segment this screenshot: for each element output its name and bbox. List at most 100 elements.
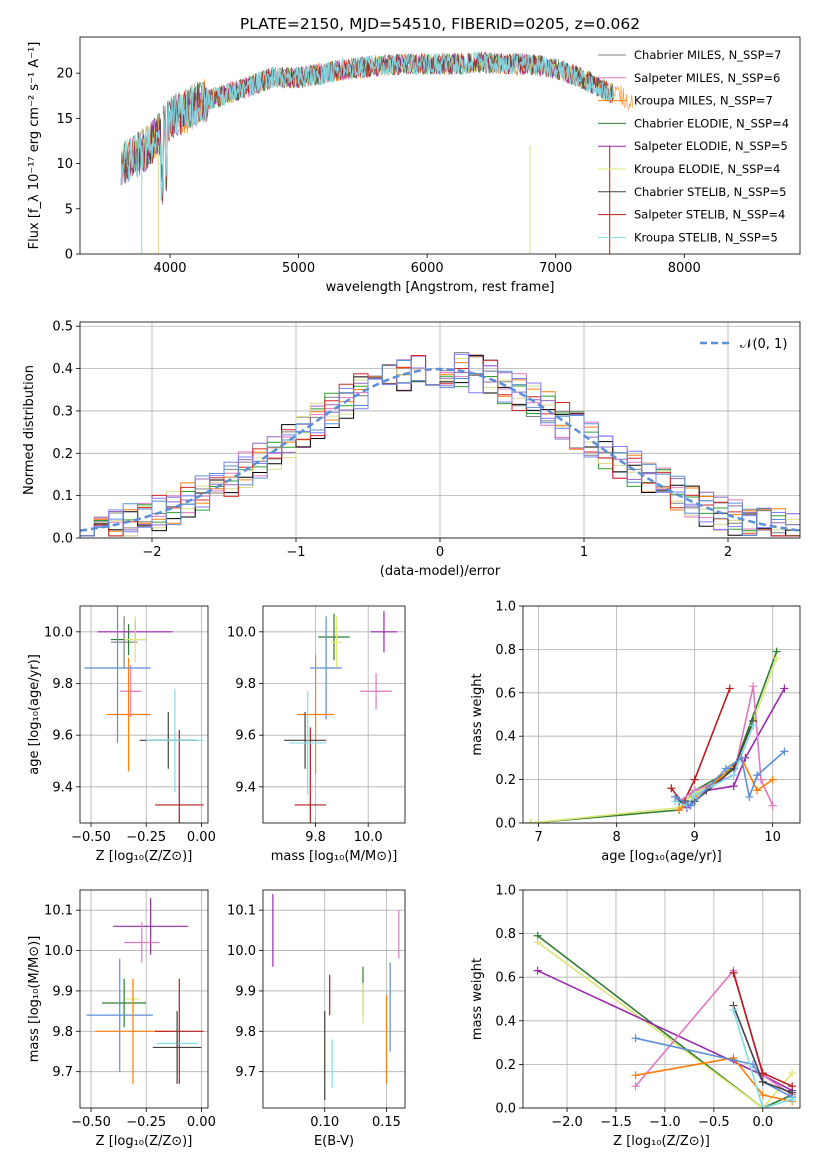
y-tick-label: 10.0 xyxy=(44,944,73,959)
plot-area xyxy=(84,606,204,823)
series-marker xyxy=(768,775,777,784)
series-line xyxy=(530,651,778,823)
plot-area xyxy=(80,352,800,537)
normal-curve xyxy=(80,367,800,532)
axes-frame xyxy=(522,605,801,824)
x-tick-label: 4000 xyxy=(153,261,186,276)
y-axis-label: Flux [f_λ 10⁻¹⁷ erg cm⁻² s⁻¹ A⁻¹] xyxy=(27,42,42,250)
series-marker xyxy=(768,801,777,810)
x-axis-label: Z [log₁₀(Z/Z⊙)] xyxy=(96,1134,193,1149)
x-axis-label: age [log₁₀(age/yr)] xyxy=(601,849,722,864)
series-marker xyxy=(729,782,738,791)
panel-spectrum: 4000 5000 6000 7000 8000 0 5 10 15 20 wavelength [… xyxy=(27,36,801,295)
y-tick-label: 15 xyxy=(56,112,73,127)
error-bar-point xyxy=(146,688,204,792)
x-tick-label: 10 xyxy=(764,830,781,845)
error-bar-point xyxy=(119,665,142,718)
x-tick-label: −0.5 xyxy=(698,1115,730,1130)
series-marker xyxy=(631,1071,640,1080)
legend-entry: Salpeter MILES, N_SSP=6 xyxy=(634,71,780,85)
error-bar-point xyxy=(84,606,151,743)
series-marker xyxy=(753,786,762,795)
y-tick-label: 5 xyxy=(65,202,73,217)
x-axis-label: E(B-V) xyxy=(314,1134,354,1149)
plot-area xyxy=(284,611,398,823)
y-tick-label: 10.0 xyxy=(227,944,256,959)
weight-series xyxy=(671,747,789,810)
histogram-series xyxy=(80,360,800,537)
y-tick-label: 0.2 xyxy=(495,1058,516,1073)
x-tick-label: 8000 xyxy=(668,261,701,276)
series-marker xyxy=(745,792,754,801)
legend-entry: Chabrier ELODIE, N_SSP=4 xyxy=(634,116,789,130)
y-tick-label: 10.1 xyxy=(227,904,256,919)
plot-area xyxy=(86,898,204,1084)
series-marker xyxy=(788,1069,797,1078)
error-bar-point xyxy=(86,958,153,1072)
axes-frame xyxy=(262,605,406,824)
x-tick-label: 5000 xyxy=(282,261,315,276)
x-tick-label: 9 xyxy=(691,830,699,845)
y-tick-label: 0.6 xyxy=(495,686,516,701)
series-marker xyxy=(772,654,781,663)
x-tick-label: −1.0 xyxy=(649,1115,681,1130)
x-tick-label: 2 xyxy=(724,545,732,560)
y-tick-label: 0.0 xyxy=(52,532,73,547)
legend-entry: Kroupa STELIB, N_SSP=5 xyxy=(634,230,778,244)
x-axis-label: mass [log₁₀(M/M⊙)] xyxy=(271,849,398,864)
series-marker xyxy=(780,684,789,693)
y-tick-label: 0 xyxy=(65,248,73,263)
error-bar-point xyxy=(155,730,204,823)
legend-entry: Salpeter STELIB, N_SSP=4 xyxy=(634,208,785,222)
error-bar-point xyxy=(113,898,189,955)
y-tick-label: 9.8 xyxy=(235,1025,256,1040)
y-tick-label: 9.7 xyxy=(235,1065,256,1080)
error-bar-point xyxy=(331,616,342,668)
y-tick-label: 9.8 xyxy=(52,1025,73,1040)
x-tick-label: −0.25 xyxy=(126,830,166,845)
series-marker xyxy=(671,792,680,801)
series-marker xyxy=(690,775,699,784)
y-tick-label: 0.8 xyxy=(495,643,516,658)
y-tick-label: 0.1 xyxy=(52,489,73,504)
series-marker xyxy=(758,1077,767,1086)
x-tick-label: −1 xyxy=(286,545,305,560)
error-bar-point xyxy=(152,1011,202,1084)
error-bar-point xyxy=(360,673,392,710)
figure-title: PLATE=2150, MJD=54510, FIBERID=0205, z=0… xyxy=(240,15,640,33)
x-tick-label: −2.0 xyxy=(551,1115,583,1130)
y-tick-label: 10.1 xyxy=(44,904,73,919)
y-tick-label: 0.0 xyxy=(495,1102,516,1117)
y-tick-label: 9.7 xyxy=(52,1065,73,1080)
series-marker xyxy=(758,1104,767,1108)
series-marker xyxy=(686,801,695,810)
y-tick-label: 9.8 xyxy=(235,677,256,692)
series-line xyxy=(732,1009,793,1108)
x-axis-label: (data-model)/error xyxy=(380,564,501,579)
y-tick-label: 0.3 xyxy=(52,404,73,419)
x-tick-label: 10.0 xyxy=(354,830,383,845)
x-tick-label: 7 xyxy=(534,830,542,845)
y-axis-label: mass weight xyxy=(470,958,485,1040)
x-tick-label: 0.10 xyxy=(310,1115,339,1130)
error-bar-point xyxy=(102,978,147,1028)
y-tick-label: 9.6 xyxy=(235,729,256,744)
y-tick-label: 9.4 xyxy=(52,780,73,795)
error-bar-point xyxy=(284,711,327,769)
y-tick-label: 0.0 xyxy=(495,817,516,832)
x-tick-label: −0.25 xyxy=(126,1115,166,1130)
series-line xyxy=(670,688,731,806)
y-tick-label: 9.6 xyxy=(52,729,73,744)
y-tick-label: 0.5 xyxy=(52,320,73,335)
x-tick-label: 0.00 xyxy=(187,1115,216,1130)
y-tick-label: 10 xyxy=(56,157,73,172)
legend-entry: Chabrier MILES, N_SSP=7 xyxy=(634,48,781,62)
series-marker xyxy=(756,775,765,784)
panel-age-massweight: 7 8 9 10 0.0 0.2 0.4 0.6 0.8 1.0 age [log₁₀(age/yr… xyxy=(470,600,801,864)
y-tick-label: 0.4 xyxy=(495,1014,516,1029)
series-marker xyxy=(725,684,734,693)
x-tick-label: −0.50 xyxy=(71,830,111,845)
x-axis-label: Z [log₁₀(Z/Z⊙)] xyxy=(613,1134,710,1149)
axes-frame xyxy=(79,36,801,255)
